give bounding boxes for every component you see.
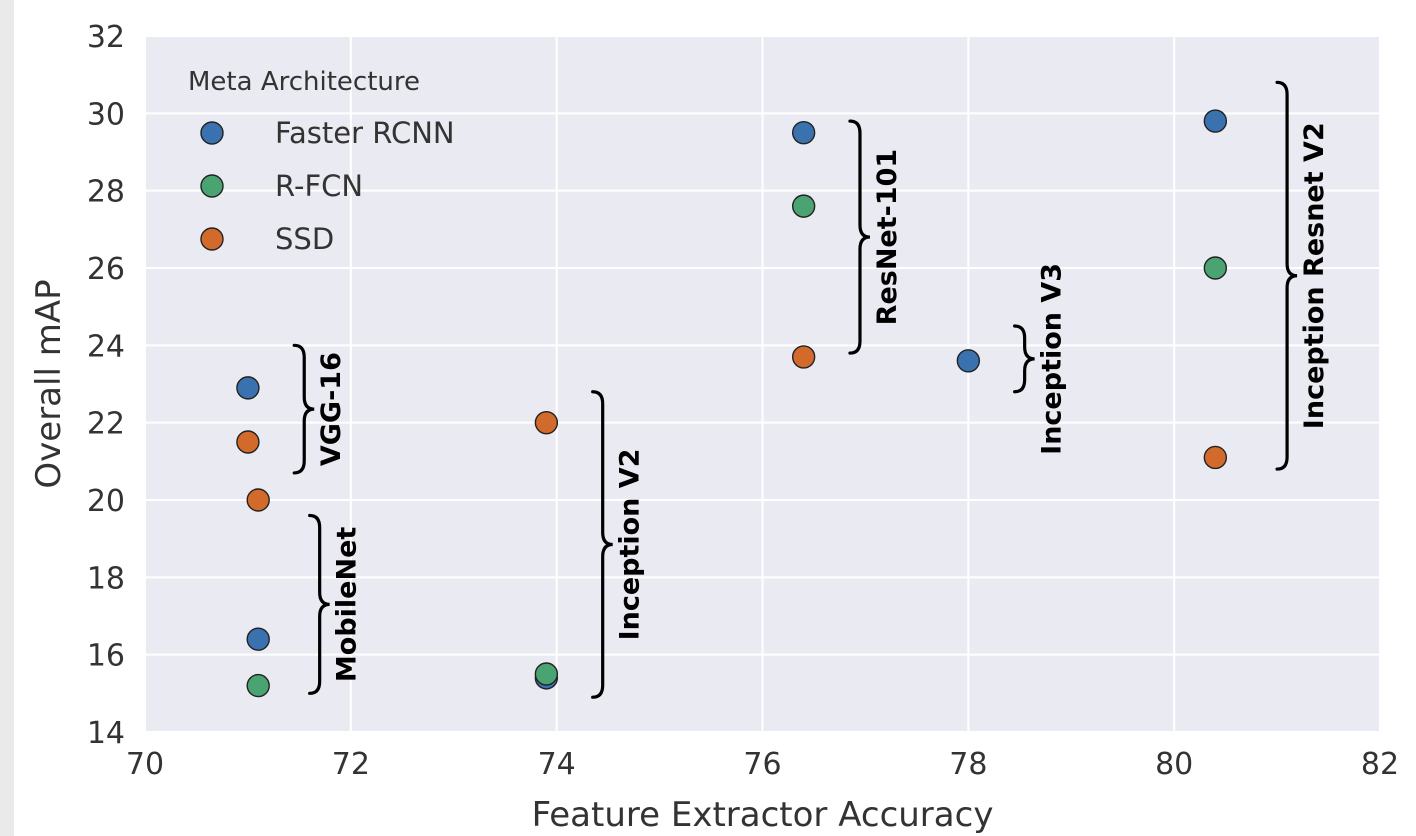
x-axis-title: Feature Extractor Accuracy	[532, 795, 994, 835]
x-tick-label: 76	[743, 747, 781, 782]
legend-label-r-fcn: R-FCN	[275, 169, 363, 203]
y-tick-label: 16	[87, 639, 125, 674]
group-annotations: VGG-16 MobileNet Inception V2 ResNet-101 Inc…	[292, 80, 1330, 699]
legend-marker-r-fcn	[200, 174, 224, 198]
y-tick-label: 18	[87, 561, 125, 596]
x-tick-labels: 70 72 74 76 78 80 82	[126, 747, 1399, 782]
point-r-fcn	[791, 194, 816, 218]
point-faster-rcnn	[1203, 109, 1228, 133]
legend: Meta Architecture Faster RCNN R-FCN SSD	[188, 67, 455, 256]
x-tick-label: 70	[126, 747, 164, 782]
y-tick-labels: 14 16 18 20 22 24 26 28 30 32	[87, 20, 125, 751]
brace-resnet-101	[848, 119, 871, 355]
group-label: ResNet-101	[872, 149, 903, 326]
point-ssd	[246, 488, 270, 512]
point-r-fcn	[534, 662, 559, 686]
point-ssd	[236, 430, 260, 454]
legend-marker-faster-rcnn	[200, 121, 224, 145]
y-tick-label: 14	[87, 716, 125, 751]
group-label: Inception V3	[1037, 263, 1068, 455]
y-tick-label: 24	[87, 329, 125, 364]
y-tick-label: 22	[87, 407, 125, 442]
legend-label-faster-rcnn: Faster RCNN	[275, 116, 455, 150]
group-label: VGG-16	[316, 352, 347, 466]
group-label: MobileNet	[332, 527, 363, 682]
brace-inception-resnet-v2	[1275, 80, 1298, 471]
x-tick-label: 72	[332, 747, 370, 782]
x-tick-label: 74	[538, 747, 576, 782]
x-tick-label: 82	[1361, 747, 1399, 782]
y-tick-label: 30	[87, 97, 125, 132]
grid-lines	[144, 35, 1381, 733]
y-tick-label: 20	[87, 484, 125, 519]
data-points	[236, 109, 1228, 698]
brace-vgg-16	[292, 343, 315, 475]
point-ssd	[534, 410, 559, 435]
legend-title: Meta Architecture	[188, 67, 420, 97]
y-axis-title: Overall mAP	[29, 279, 69, 488]
left-edge-shade	[0, 0, 14, 836]
group-label: Inception Resnet V2	[1299, 122, 1330, 429]
point-faster-rcnn	[791, 120, 816, 145]
point-faster-rcnn	[236, 376, 260, 400]
point-ssd	[1203, 445, 1228, 470]
x-tick-label: 80	[1155, 747, 1193, 782]
point-faster-rcnn	[956, 349, 981, 373]
legend-label-ssd: SSD	[275, 222, 334, 256]
legend-marker-ssd	[200, 227, 224, 251]
point-ssd	[791, 345, 816, 369]
y-tick-label: 32	[87, 20, 125, 55]
y-tick-label: 28	[87, 175, 125, 210]
point-r-fcn	[1203, 256, 1228, 280]
point-faster-rcnn	[246, 627, 270, 651]
legend-items: Faster RCNN R-FCN SSD	[200, 116, 455, 256]
x-tick-label: 78	[949, 747, 987, 782]
group-label: Inception V2	[615, 448, 646, 640]
point-r-fcn	[246, 673, 270, 698]
y-tick-label: 26	[87, 252, 125, 287]
